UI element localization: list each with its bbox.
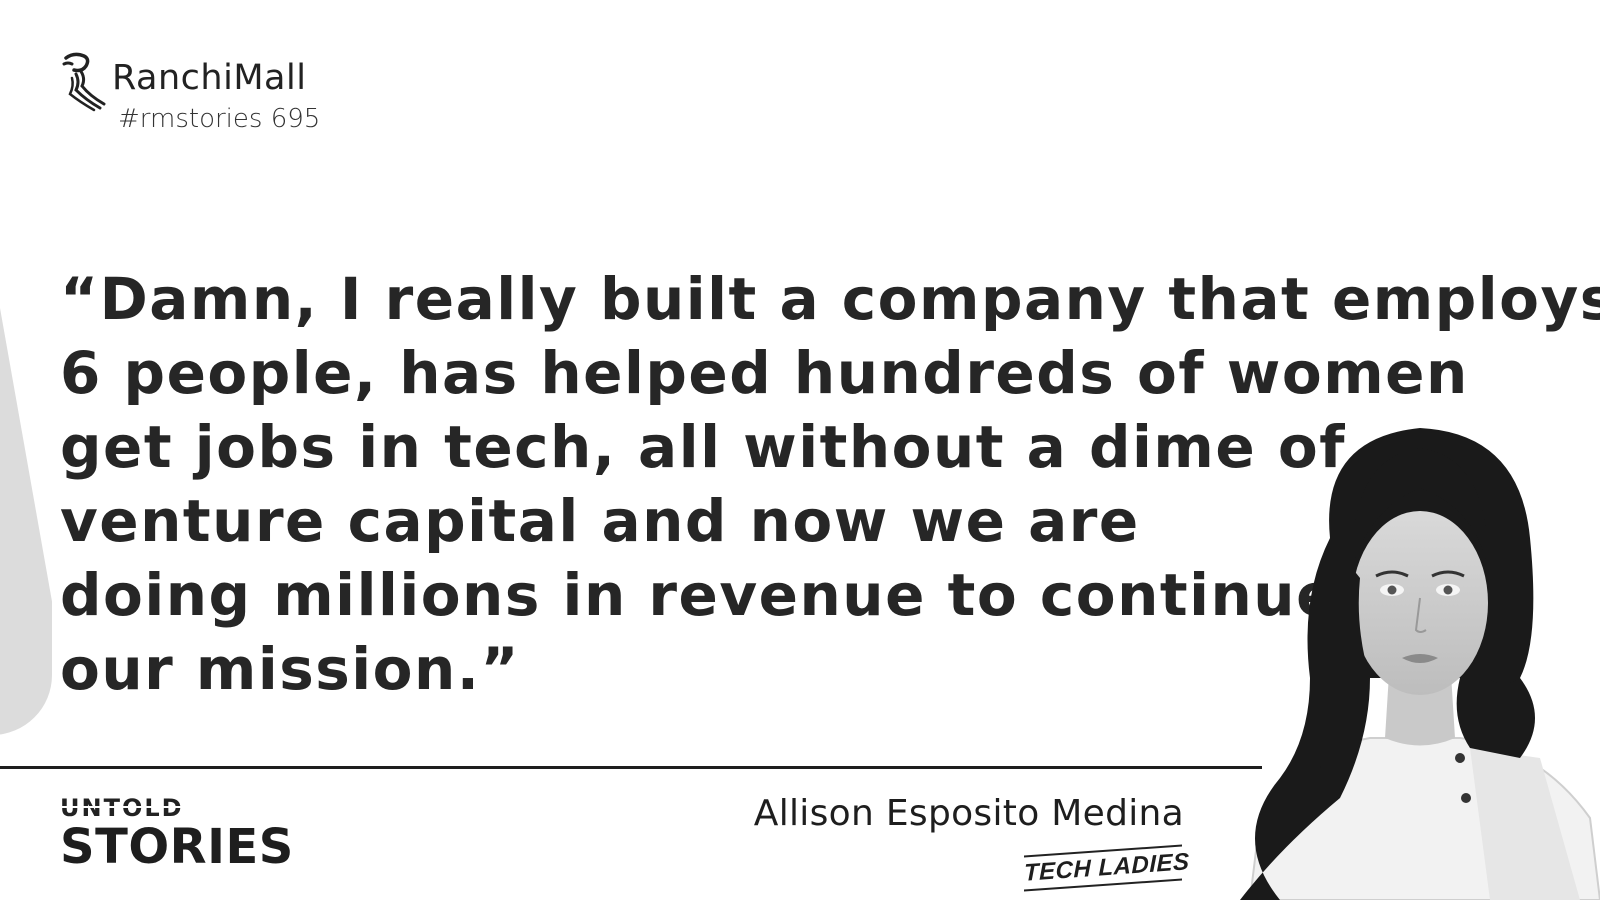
left-decorative-panel: [0, 290, 52, 735]
quote-text: “Damn, I really built a company that emp…: [60, 262, 1600, 706]
person-portrait-icon: [1240, 428, 1600, 900]
footer-divider: [0, 766, 1262, 769]
company-logo: TECH LADIES: [1024, 844, 1190, 892]
quote-line: venture capital and now we are: [60, 487, 1140, 555]
quote-line: 6 people, has helped hundreds of women: [60, 339, 1469, 407]
story-hashtag: #rmstories 695: [118, 104, 321, 134]
ranchimall-logo-icon: [62, 52, 106, 112]
series-logo: UNTOLD STORIES: [60, 795, 294, 873]
quote-line: “Damn, I really built a company that emp…: [60, 265, 1600, 333]
person-name: Allison Esposito Medina: [753, 793, 1184, 834]
brand-name: RanchiMall: [112, 58, 307, 98]
series-logo-top: UNTOLD: [60, 795, 294, 821]
quote-line: our mission.”: [60, 635, 520, 703]
series-logo-bottom: STORIES: [60, 819, 294, 875]
quote-line: doing millions in revenue to continue: [60, 561, 1337, 629]
brand-header: RanchiMall #rmstories 695: [60, 50, 340, 140]
quote-line: get jobs in tech, all without a dime of: [60, 413, 1346, 481]
